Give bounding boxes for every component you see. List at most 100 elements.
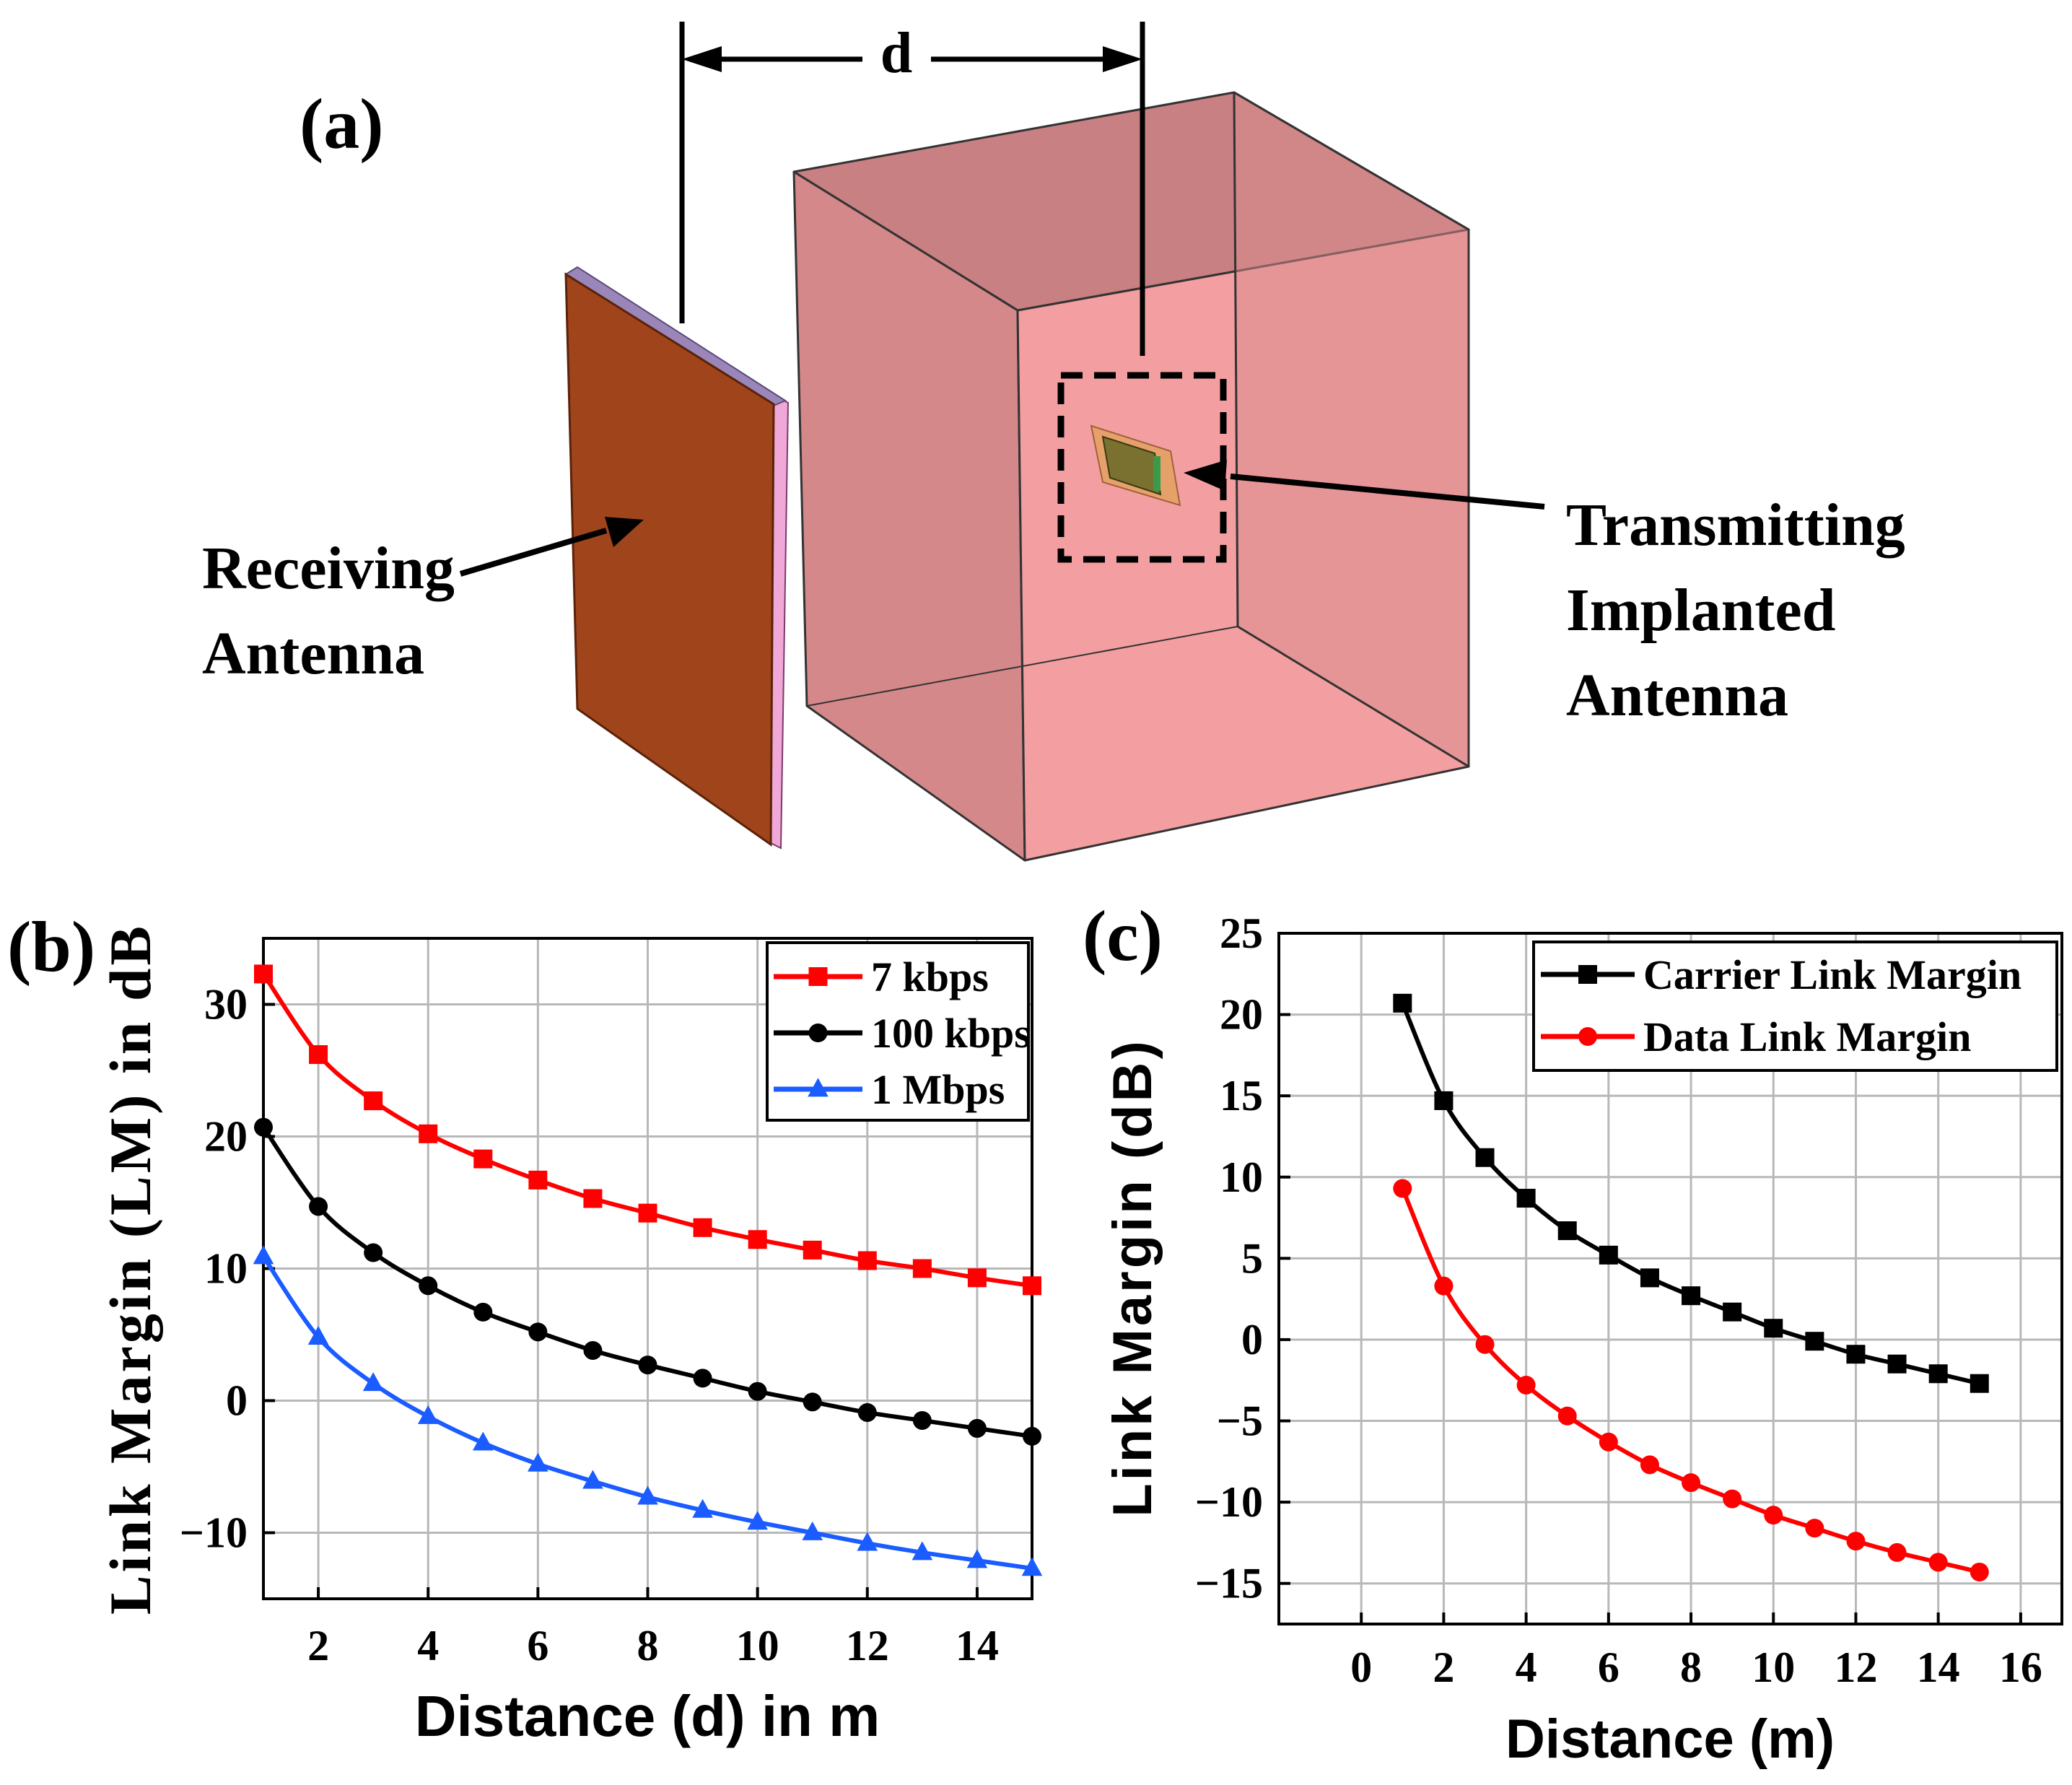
b-series-2-point-5: [528, 1452, 548, 1472]
b-legend-swatch-marker-2: [808, 1078, 829, 1097]
b-series-1-point-2: [364, 1243, 383, 1262]
b-series-2-point-10: [802, 1521, 823, 1540]
c-series-1-point-6: [1640, 1455, 1659, 1475]
panel-a-label: (a): [300, 84, 384, 164]
b-series-0-point-13: [967, 1268, 987, 1288]
b-series-0-point-4: [473, 1149, 493, 1169]
c-series-1-point-14: [1970, 1562, 1989, 1581]
b-series-1-point-9: [748, 1382, 767, 1401]
b-series-0-point-9: [748, 1230, 767, 1249]
c-x-tick-label: 4: [1516, 1644, 1537, 1691]
c-x-tick-label: 2: [1433, 1644, 1454, 1691]
c-series-0-point-5: [1599, 1245, 1618, 1265]
tissue-phantom-box: [792, 91, 1470, 862]
c-series-1-point-8: [1723, 1489, 1742, 1509]
panel-c-x-axis-title: Distance (m): [1505, 1708, 1835, 1770]
c-x-tick-label: 0: [1350, 1644, 1372, 1691]
b-series-2-point-8: [692, 1498, 713, 1518]
c-series-1-point-13: [1928, 1553, 1948, 1572]
panel-b-series: [253, 964, 1043, 1576]
c-series-1-point-1: [1434, 1276, 1454, 1296]
b-series-2-point-4: [472, 1431, 494, 1451]
panel-b-legend: 7 kbps 100 kbps 1 Mbps: [766, 941, 1031, 1122]
c-series-1-point-2: [1475, 1335, 1495, 1354]
b-legend-entry-label-2: 1 Mbps: [871, 1066, 1005, 1113]
panel-b-x-ticks: 2 4 6 8 10 12 14: [307, 1587, 999, 1670]
b-x-tick-label: 6: [527, 1622, 548, 1670]
c-legend-entry-label-1: Data Link Margin: [1643, 1013, 1971, 1060]
b-series-0-point-6: [583, 1189, 603, 1208]
implanted-antenna: [1090, 424, 1181, 507]
b-series-1-point-11: [857, 1402, 877, 1422]
c-series-0-point-10: [1805, 1332, 1824, 1351]
b-series-1-point-7: [638, 1356, 657, 1375]
implant-highlight-box: [1057, 372, 1227, 563]
b-series-2-point-11: [857, 1532, 878, 1551]
panel-c-label: (c): [1083, 896, 1163, 976]
c-series-0-point-1: [1434, 1091, 1454, 1110]
b-series-0-point-10: [803, 1240, 822, 1260]
distance-label: d: [880, 22, 913, 85]
b-y-tick-label: 0: [226, 1377, 248, 1425]
c-series-0-point-9: [1764, 1319, 1783, 1338]
c-series-1-point-9: [1764, 1506, 1783, 1525]
b-series-1-point-10: [803, 1392, 822, 1412]
c-series-1-point-3: [1516, 1375, 1536, 1395]
c-y-tick-label: 25: [1220, 909, 1263, 957]
b-legend-swatch-marker-0: [808, 967, 828, 986]
b-series-1-point-5: [528, 1322, 548, 1342]
c-series-1-point-5: [1599, 1432, 1618, 1452]
receiving-antenna-label-line1: Receiving: [202, 535, 455, 602]
b-legend-entry-label-0: 7 kbps: [871, 953, 989, 1000]
b-y-tick-label: 30: [204, 981, 248, 1029]
c-y-tick-label: 15: [1220, 1072, 1263, 1120]
c-legend-entry-label-0: Carrier Link Margin: [1643, 951, 2021, 998]
b-x-tick-label: 4: [417, 1622, 439, 1670]
panel-c-y-axis-title: Link Margin (dB): [1102, 1038, 1163, 1517]
panel-c-series: [1393, 993, 1989, 1581]
b-series-0-point-8: [693, 1218, 712, 1237]
c-y-tick-label: 10: [1220, 1153, 1263, 1201]
c-series-0-point-2: [1475, 1148, 1495, 1167]
c-x-tick-label: 10: [1752, 1644, 1795, 1691]
b-series-1-point-8: [693, 1369, 712, 1388]
b-y-tick-label: −10: [180, 1509, 248, 1557]
c-series-0-point-14: [1970, 1374, 1989, 1393]
b-series-2-point-6: [582, 1470, 603, 1489]
b-series-1-point-4: [473, 1302, 493, 1322]
b-x-tick-label: 12: [846, 1622, 889, 1670]
panel-c-chart: (c) 0 2 4 6 8 10 12 14 16 −15 −10 −5 0 5 10 15 20 25 Dis…: [1083, 896, 2063, 1770]
c-series-1-point-11: [1846, 1532, 1866, 1551]
b-series-1-point-12: [912, 1410, 932, 1430]
c-series-1-point-4: [1557, 1406, 1577, 1426]
panel-c-legend-box: [1532, 940, 2058, 1072]
c-series-0-point-6: [1640, 1268, 1659, 1288]
b-series-1-point-14: [1023, 1426, 1041, 1446]
c-legend-swatch-marker-0: [1578, 965, 1597, 984]
b-series-0-point-5: [528, 1170, 548, 1190]
b-series-1-point-3: [419, 1276, 438, 1296]
b-series-0-point-14: [1023, 1276, 1041, 1296]
b-x-tick-label: 14: [956, 1622, 999, 1670]
c-series-1-point-0: [1393, 1179, 1412, 1198]
c-series-1-point-12: [1887, 1542, 1907, 1562]
c-legend-swatch-marker-1: [1578, 1027, 1597, 1046]
c-x-tick-label: 6: [1598, 1644, 1619, 1691]
c-series-0-point-4: [1557, 1221, 1577, 1241]
c-y-tick-label: −15: [1195, 1560, 1263, 1607]
c-y-tick-label: 0: [1241, 1316, 1263, 1363]
transmitting-antenna-label-line3: Antenna: [1566, 662, 1788, 729]
c-x-tick-label: 8: [1680, 1644, 1702, 1691]
transmitting-antenna-label-line2: Implanted: [1566, 577, 1835, 644]
c-series-0-point-13: [1928, 1364, 1948, 1384]
b-y-tick-label: 20: [204, 1113, 248, 1161]
b-series-2-point-9: [747, 1511, 768, 1530]
c-series-0-point-7: [1682, 1286, 1701, 1306]
b-series-1-point-1: [309, 1197, 328, 1216]
c-y-tick-label: −10: [1195, 1478, 1263, 1526]
transmitting-antenna-label-line1: Transmitting: [1566, 492, 1905, 559]
b-series-2-point-13: [966, 1549, 988, 1568]
b-series-2-point-0: [253, 1245, 274, 1265]
b-y-tick-label: 10: [204, 1245, 248, 1293]
panel-b-y-ticks: −10 0 10 20 30: [180, 981, 275, 1557]
